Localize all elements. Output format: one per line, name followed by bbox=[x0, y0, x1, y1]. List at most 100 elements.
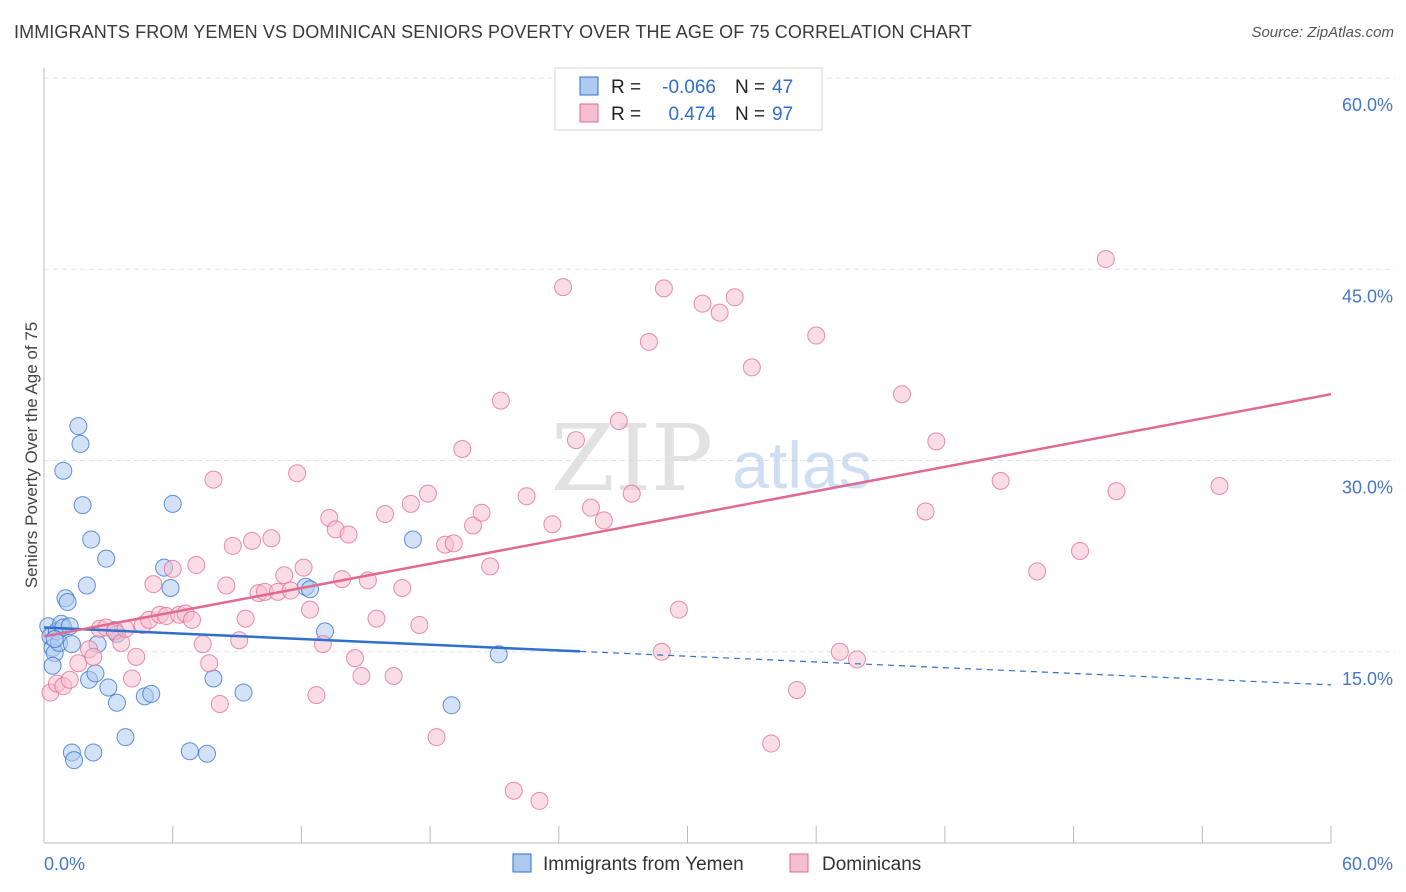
data-point-yemen bbox=[73, 496, 92, 515]
stats-legend-swatch-blue bbox=[579, 76, 599, 96]
data-point-dominicans bbox=[725, 288, 744, 307]
data-point-dominicans bbox=[1071, 542, 1090, 561]
data-point-dominicans bbox=[294, 558, 313, 577]
y-tick-label: 30.0% bbox=[1342, 478, 1393, 498]
data-point-dominicans bbox=[60, 670, 79, 689]
data-point-yemen bbox=[161, 579, 180, 597]
data-point-dominicans bbox=[307, 686, 326, 705]
data-point-dominicans bbox=[339, 525, 358, 544]
data-point-dominicans bbox=[787, 681, 806, 699]
data-point-dominicans bbox=[1210, 477, 1229, 495]
data-point-dominicans bbox=[204, 470, 223, 489]
data-point-dominicans bbox=[262, 529, 281, 548]
chart-title: IMMIGRANTS FROM YEMEN VS DOMINICAN SENIO… bbox=[14, 22, 972, 42]
legend-swatch-pink bbox=[789, 853, 809, 873]
data-point-dominicans bbox=[346, 649, 365, 668]
data-point-dominicans bbox=[183, 610, 202, 629]
data-point-dominicans bbox=[762, 734, 781, 753]
data-point-dominicans bbox=[193, 635, 212, 654]
data-point-dominicans bbox=[991, 471, 1010, 490]
trend-layer bbox=[43, 392, 1332, 686]
data-point-yemen bbox=[65, 751, 84, 770]
data-point-dominicans bbox=[352, 666, 371, 685]
data-point-dominicans bbox=[481, 557, 500, 576]
data-point-yemen bbox=[107, 693, 126, 712]
data-point-yemen bbox=[163, 494, 182, 513]
stats-legend-n-label: N = bbox=[735, 77, 765, 98]
y-tick-label: 15.0% bbox=[1342, 669, 1393, 689]
data-point-dominicans bbox=[144, 575, 163, 594]
trend-line-yemen-extension bbox=[580, 650, 1332, 686]
data-point-dominicans bbox=[313, 635, 332, 654]
trend-line-dominicans bbox=[43, 392, 1332, 638]
data-point-yemen bbox=[180, 742, 199, 761]
y-tick-label: 60.0% bbox=[1342, 95, 1393, 115]
data-point-dominicans bbox=[504, 781, 523, 800]
data-point-dominicans bbox=[639, 332, 658, 351]
trend-line-yemen bbox=[43, 626, 581, 653]
legend-label-dominicans: Dominicans bbox=[822, 854, 921, 875]
stats-legend-r-label: R = bbox=[611, 104, 641, 125]
data-point-yemen bbox=[403, 530, 422, 549]
data-point-dominicans bbox=[594, 511, 613, 530]
data-point-dominicans bbox=[200, 654, 219, 673]
data-point-dominicans bbox=[669, 600, 688, 619]
data-point-dominicans bbox=[710, 303, 729, 322]
y-tick-label: 45.0% bbox=[1342, 286, 1393, 306]
data-point-dominicans bbox=[893, 385, 911, 404]
data-point-yemen bbox=[54, 461, 73, 480]
data-point-yemen bbox=[442, 696, 461, 715]
grid-layer bbox=[44, 77, 1395, 653]
stats-legend-n-value: 97 bbox=[772, 104, 793, 125]
legend-swatch-blue bbox=[512, 853, 532, 873]
data-point-dominicans bbox=[69, 654, 88, 673]
bottom-legend: Immigrants from Yemen Dominicans bbox=[512, 853, 921, 875]
data-point-dominicans bbox=[230, 631, 249, 650]
data-point-dominicans bbox=[393, 579, 412, 597]
stats-legend-r-value: -0.066 bbox=[662, 77, 716, 98]
data-point-dominicans bbox=[742, 358, 761, 377]
data-point-yemen bbox=[82, 530, 101, 549]
data-point-yemen bbox=[97, 549, 116, 568]
stats-legend-swatch-pink bbox=[579, 103, 599, 123]
data-point-dominicans bbox=[581, 498, 600, 517]
data-point-dominicans bbox=[376, 505, 395, 524]
data-point-dominicans bbox=[847, 650, 866, 669]
data-point-dominicans bbox=[210, 695, 229, 714]
data-point-dominicans bbox=[554, 278, 573, 297]
data-point-dominicans bbox=[693, 294, 712, 313]
data-point-yemen bbox=[58, 593, 77, 612]
data-point-yemen bbox=[77, 576, 96, 595]
data-point-dominicans bbox=[127, 647, 146, 666]
data-point-dominicans bbox=[830, 642, 849, 661]
data-point-yemen bbox=[142, 684, 161, 703]
data-point-dominicans bbox=[927, 432, 946, 451]
points-layer bbox=[39, 250, 1229, 810]
data-point-dominicans bbox=[300, 600, 319, 619]
data-point-dominicans bbox=[288, 464, 307, 483]
data-point-dominicans bbox=[384, 666, 403, 685]
data-point-yemen bbox=[204, 669, 223, 688]
watermark-atlas: atlas bbox=[732, 428, 871, 502]
data-point-dominicans bbox=[410, 615, 429, 634]
data-point-dominicans bbox=[236, 609, 255, 628]
chart-source: Source: ZipAtlas.com bbox=[1251, 24, 1394, 41]
data-point-dominicans bbox=[187, 556, 206, 575]
data-point-dominicans bbox=[163, 559, 182, 578]
data-point-dominicans bbox=[367, 609, 386, 628]
data-point-yemen bbox=[69, 417, 88, 436]
y-axis-title: Seniors Poverty Over the Age of 75 bbox=[22, 322, 41, 588]
data-point-yemen bbox=[86, 664, 105, 683]
data-point-dominicans bbox=[453, 440, 472, 459]
data-point-dominicans bbox=[543, 515, 562, 534]
data-point-yemen bbox=[62, 635, 81, 654]
legend-label-yemen: Immigrants from Yemen bbox=[543, 854, 744, 875]
data-point-dominicans bbox=[652, 642, 671, 661]
stats-legend-n-label: N = bbox=[735, 104, 765, 125]
axis-layer: 15.0% 30.0% 45.0% 60.0% 0.0% 60.0% bbox=[43, 68, 1393, 874]
data-point-yemen bbox=[84, 743, 103, 762]
data-point-yemen bbox=[43, 656, 62, 675]
data-point-dominicans bbox=[1107, 482, 1126, 501]
data-point-dominicans bbox=[1028, 562, 1047, 581]
stats-legend-r-label: R = bbox=[611, 77, 641, 98]
